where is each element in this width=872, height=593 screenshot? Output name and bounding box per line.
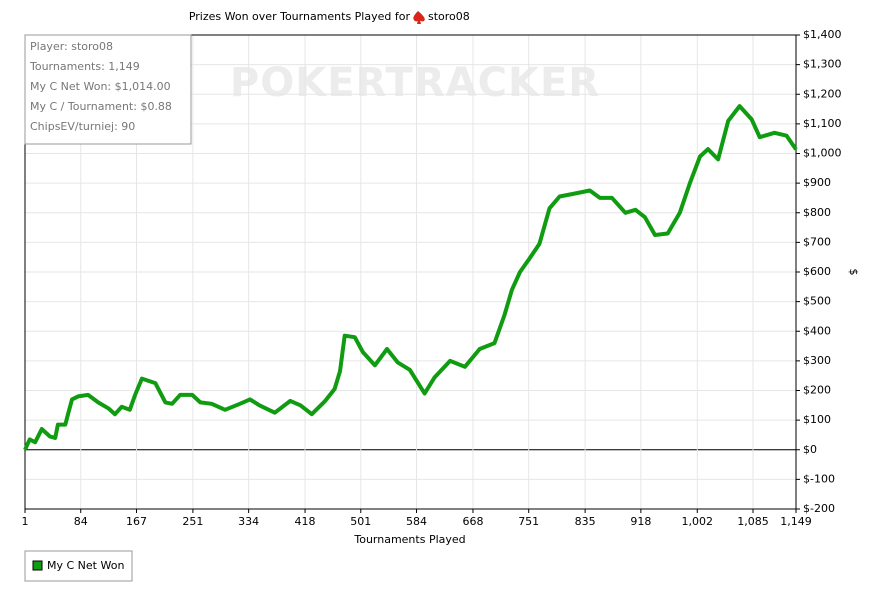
y-tick-label: $900 — [803, 176, 831, 189]
y-tick-label: $1,100 — [803, 117, 842, 130]
x-tick-label: 334 — [238, 515, 259, 528]
x-axis-label: Tournaments Played — [353, 533, 465, 546]
y-tick-label: $600 — [803, 265, 831, 278]
y-tick-label: $1,200 — [803, 87, 842, 100]
info-box — [24, 34, 192, 145]
spade-icon — [413, 11, 425, 24]
x-tick-label: 418 — [295, 515, 316, 528]
x-tick-label: 1,149 — [780, 515, 812, 528]
x-tick-label: 584 — [406, 515, 427, 528]
y-tick-label: $300 — [803, 354, 831, 367]
x-tick-label: 1,002 — [682, 515, 714, 528]
y-tick-label: $-100 — [803, 472, 835, 485]
y-tick-label: $200 — [803, 384, 831, 397]
x-tick-label: 84 — [74, 515, 88, 528]
chart-title: Prizes Won over Tournaments Played for — [189, 10, 411, 23]
y-tick-label: $1,300 — [803, 58, 842, 71]
y-axis-label: $ — [847, 269, 860, 276]
x-tick-label: 1,085 — [737, 515, 769, 528]
legend-swatch — [32, 560, 43, 571]
info-line: Player: storo08 — [30, 40, 113, 53]
plot-frame — [24, 34, 797, 510]
y-tick-label: $800 — [803, 206, 831, 219]
info-line: My C Net Won: $1,014.00 — [30, 80, 171, 93]
y-tick-label: $1,000 — [803, 147, 842, 160]
y-tick-label: $400 — [803, 324, 831, 337]
x-tick-label: 251 — [182, 515, 203, 528]
player-name: storo08 — [428, 10, 470, 23]
x-tick-label: 501 — [350, 515, 371, 528]
x-tick-label: 918 — [630, 515, 651, 528]
watermark: POKERTRACKER — [230, 60, 600, 106]
x-tick-label: 751 — [518, 515, 539, 528]
y-tick-label: $0 — [803, 443, 817, 456]
y-tick-label: $1,400 — [803, 28, 842, 41]
x-tick-label: 668 — [462, 515, 483, 528]
info-line: Tournaments: 1,149 — [29, 60, 140, 73]
info-line: My C / Tournament: $0.88 — [30, 100, 172, 113]
x-tick-label: 835 — [575, 515, 596, 528]
y-tick-label: $700 — [803, 235, 831, 248]
y-tick-label: $-200 — [803, 502, 835, 515]
y-tick-label: $500 — [803, 295, 831, 308]
legend-box — [24, 550, 133, 582]
x-tick-label: 1 — [22, 515, 29, 528]
y-tick-label: $100 — [803, 413, 831, 426]
data-line — [23, 104, 798, 451]
legend-label: My C Net Won — [47, 559, 124, 572]
x-tick-label: 167 — [126, 515, 147, 528]
info-line: ChipsEV/turniej: 90 — [30, 120, 135, 133]
